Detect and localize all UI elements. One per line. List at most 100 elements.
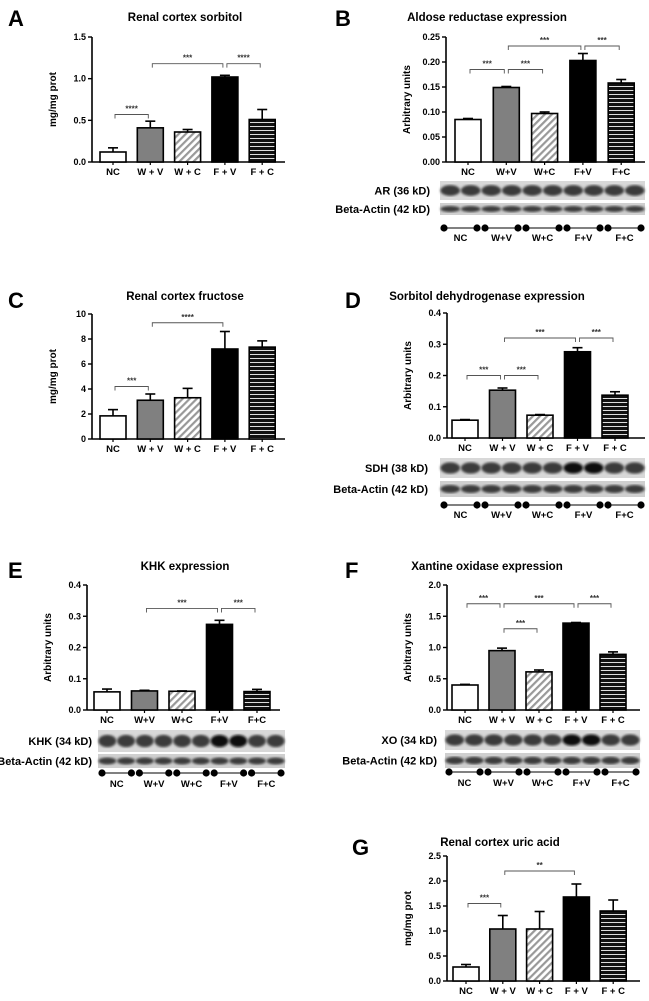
y-tick-label: 0.00 [422, 157, 440, 167]
x-tick-label: NC [106, 444, 120, 455]
blot-band [481, 185, 502, 196]
x-tick-label: NC [458, 443, 472, 454]
y-tick-label: 0.5 [73, 115, 86, 125]
y-tick-label: 0.5 [428, 674, 441, 684]
bar [530, 112, 559, 163]
y-axis-label: mg/mg prot [48, 71, 59, 127]
bar [452, 966, 480, 982]
bar [492, 86, 521, 163]
lane-dot [522, 501, 530, 509]
bar [211, 76, 239, 163]
panel-letter: G [352, 835, 369, 860]
lane-dot [173, 769, 181, 777]
blot-band [501, 185, 522, 196]
lane-dot [135, 769, 143, 777]
lane-dot [481, 501, 489, 509]
significance-label: *** [535, 328, 545, 337]
bar [99, 151, 127, 163]
x-tick-label: F+C [248, 715, 266, 726]
blot-band [191, 734, 210, 748]
x-tick-label: F + C [250, 444, 274, 455]
blot-band [601, 756, 621, 765]
significance-bracket [114, 386, 149, 391]
lane-dot [514, 501, 522, 509]
significance-label: *** [127, 377, 137, 386]
blot-group-label: W+C [532, 510, 554, 521]
blot-group-label: F+C [615, 233, 633, 244]
blot-group-label: F+C [257, 779, 275, 790]
bar [130, 690, 159, 711]
blot-group-label: W+C [532, 778, 554, 789]
y-tick-label: 0.0 [428, 433, 441, 443]
panel-e: E KHK expression Arbitrary units 0.0 0.1 0.2 0… [0, 558, 285, 790]
y-axis-label: Arbitrary units [403, 341, 414, 410]
panel-letter: C [8, 288, 24, 313]
panel-d: D Sorbitol dehydrogenase expression Arbitr… [333, 288, 645, 521]
x-tick-label: F + V [565, 986, 589, 997]
blot-label: Beta-Actin (42 kD) [333, 484, 428, 496]
significance-label: *** [521, 60, 531, 69]
blot-band [481, 462, 502, 474]
significance-label: *** [482, 60, 492, 69]
significance-label: *** [479, 366, 489, 375]
blot-band [563, 462, 584, 474]
blot-band [503, 756, 523, 765]
blot-group-label: W+C [532, 233, 554, 244]
y-tick-label: 0.25 [422, 32, 440, 42]
x-tick-label: W + C [527, 443, 554, 454]
x-tick-label: F+C [612, 167, 630, 178]
bar [525, 928, 554, 982]
x-tick-label: W+C [171, 715, 193, 726]
x-tick-label: W + V [137, 167, 164, 178]
significance-label: *** [183, 54, 193, 63]
significance-label: *** [540, 36, 550, 45]
blot-group-label: F+C [615, 510, 633, 521]
blot-band [481, 485, 502, 493]
lane-dot [445, 768, 453, 776]
x-tick-label: F + C [601, 715, 625, 726]
significance-bracket [146, 607, 218, 613]
lane-dot [563, 501, 571, 509]
y-tick-label: 0.5 [428, 951, 441, 961]
blot-band [440, 485, 461, 493]
blot-group-label: NC [458, 778, 472, 789]
blot-band [501, 462, 522, 474]
bar [248, 346, 276, 440]
significance-label: **** [237, 54, 250, 63]
x-tick-label: W + C [174, 444, 201, 455]
western-blot-strip [445, 753, 640, 768]
significance-bracket [503, 628, 538, 633]
bar [136, 399, 165, 440]
bar [168, 690, 196, 711]
lane-dot [240, 769, 248, 777]
bar [599, 910, 628, 982]
y-tick-label: 0.1 [428, 402, 441, 412]
panel-letter: B [335, 6, 351, 31]
blot-band [583, 185, 604, 196]
blot-band [247, 757, 266, 765]
significance-bracket [504, 337, 576, 342]
lane-dot [637, 501, 645, 509]
lane-dot [632, 768, 640, 776]
significance-label: *** [234, 598, 244, 607]
y-tick-label: 0.1 [68, 674, 81, 684]
y-tick-label: 2 [81, 409, 86, 419]
bar [562, 622, 590, 711]
blot-band [445, 734, 465, 746]
blot-group-label: W+V [491, 510, 513, 521]
blot-band [247, 734, 266, 748]
bar [451, 684, 479, 711]
significance-label: *** [480, 894, 490, 903]
significance-label: *** [517, 366, 527, 375]
blot-band [624, 462, 645, 474]
bar [562, 896, 591, 982]
significance-bracket [469, 69, 505, 74]
blot-band [440, 462, 461, 474]
panel-letter: F [345, 558, 358, 583]
blot-band [154, 734, 173, 748]
y-tick-label: 0.2 [68, 643, 81, 653]
bar [451, 419, 479, 439]
y-tick-label: 2.0 [428, 876, 441, 886]
significance-bracket [466, 375, 501, 380]
